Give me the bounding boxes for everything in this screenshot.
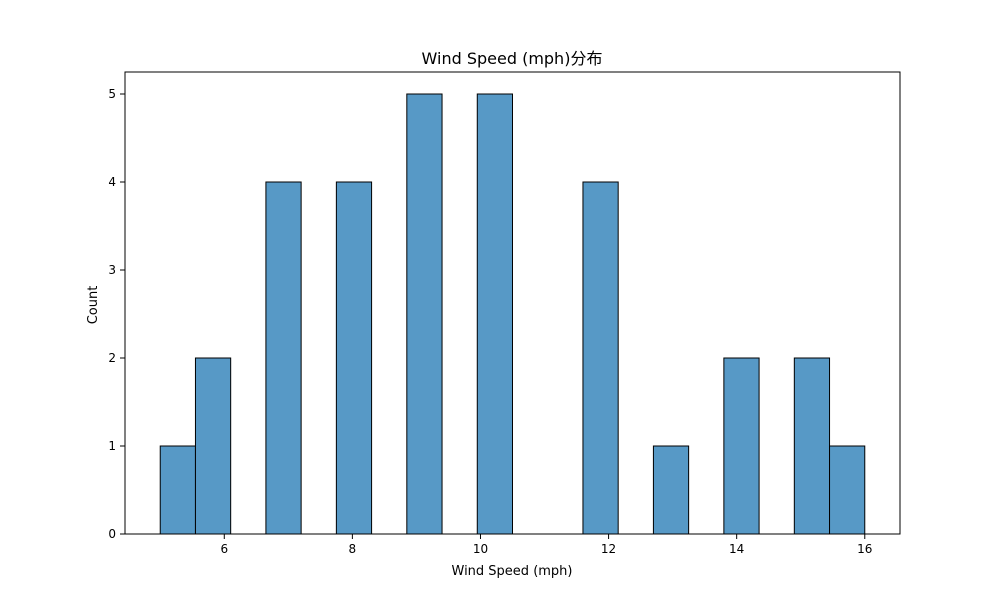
- y-tick-label-3: 3: [108, 263, 116, 277]
- histogram-bar-12: [582, 181, 619, 535]
- histogram-bar-16: [723, 357, 760, 535]
- y-tick-label-4: 4: [108, 175, 116, 189]
- y-axis-label: Count: [86, 286, 101, 325]
- y-axis-ticks: 0 1 2 3 4 5: [108, 87, 125, 541]
- x-tick-label-14: 14: [729, 542, 744, 556]
- x-tick-label-12: 12: [601, 542, 616, 556]
- y-tick-label-5: 5: [108, 87, 116, 101]
- y-tick-label-0: 0: [108, 527, 116, 541]
- y-tick-label-1: 1: [108, 439, 116, 453]
- y-tick-label-2: 2: [108, 351, 116, 365]
- histogram-bar-1: [194, 357, 232, 535]
- histogram-bar-19: [829, 445, 866, 535]
- x-tick-label-16: 16: [857, 542, 872, 556]
- histogram-bar-18: [793, 357, 831, 535]
- x-tick-label-10: 10: [473, 542, 488, 556]
- x-tick-label-6: 6: [220, 542, 228, 556]
- histogram-bar-9: [476, 93, 514, 535]
- histogram-bar-3: [265, 181, 302, 535]
- plot-frame: [124, 71, 901, 535]
- x-axis-ticks: 6 8 10 12 14 16: [220, 534, 872, 556]
- histogram-bar-0: [159, 445, 196, 535]
- x-axis-label: Wind Speed (mph): [452, 564, 573, 579]
- chart-title: Wind Speed (mph)分布: [422, 49, 603, 68]
- histogram-bar-5: [335, 181, 373, 535]
- bars-group: [159, 93, 866, 535]
- histogram-bar-14: [652, 445, 690, 535]
- x-tick-label-8: 8: [349, 542, 357, 556]
- histogram-bar-7: [406, 93, 443, 535]
